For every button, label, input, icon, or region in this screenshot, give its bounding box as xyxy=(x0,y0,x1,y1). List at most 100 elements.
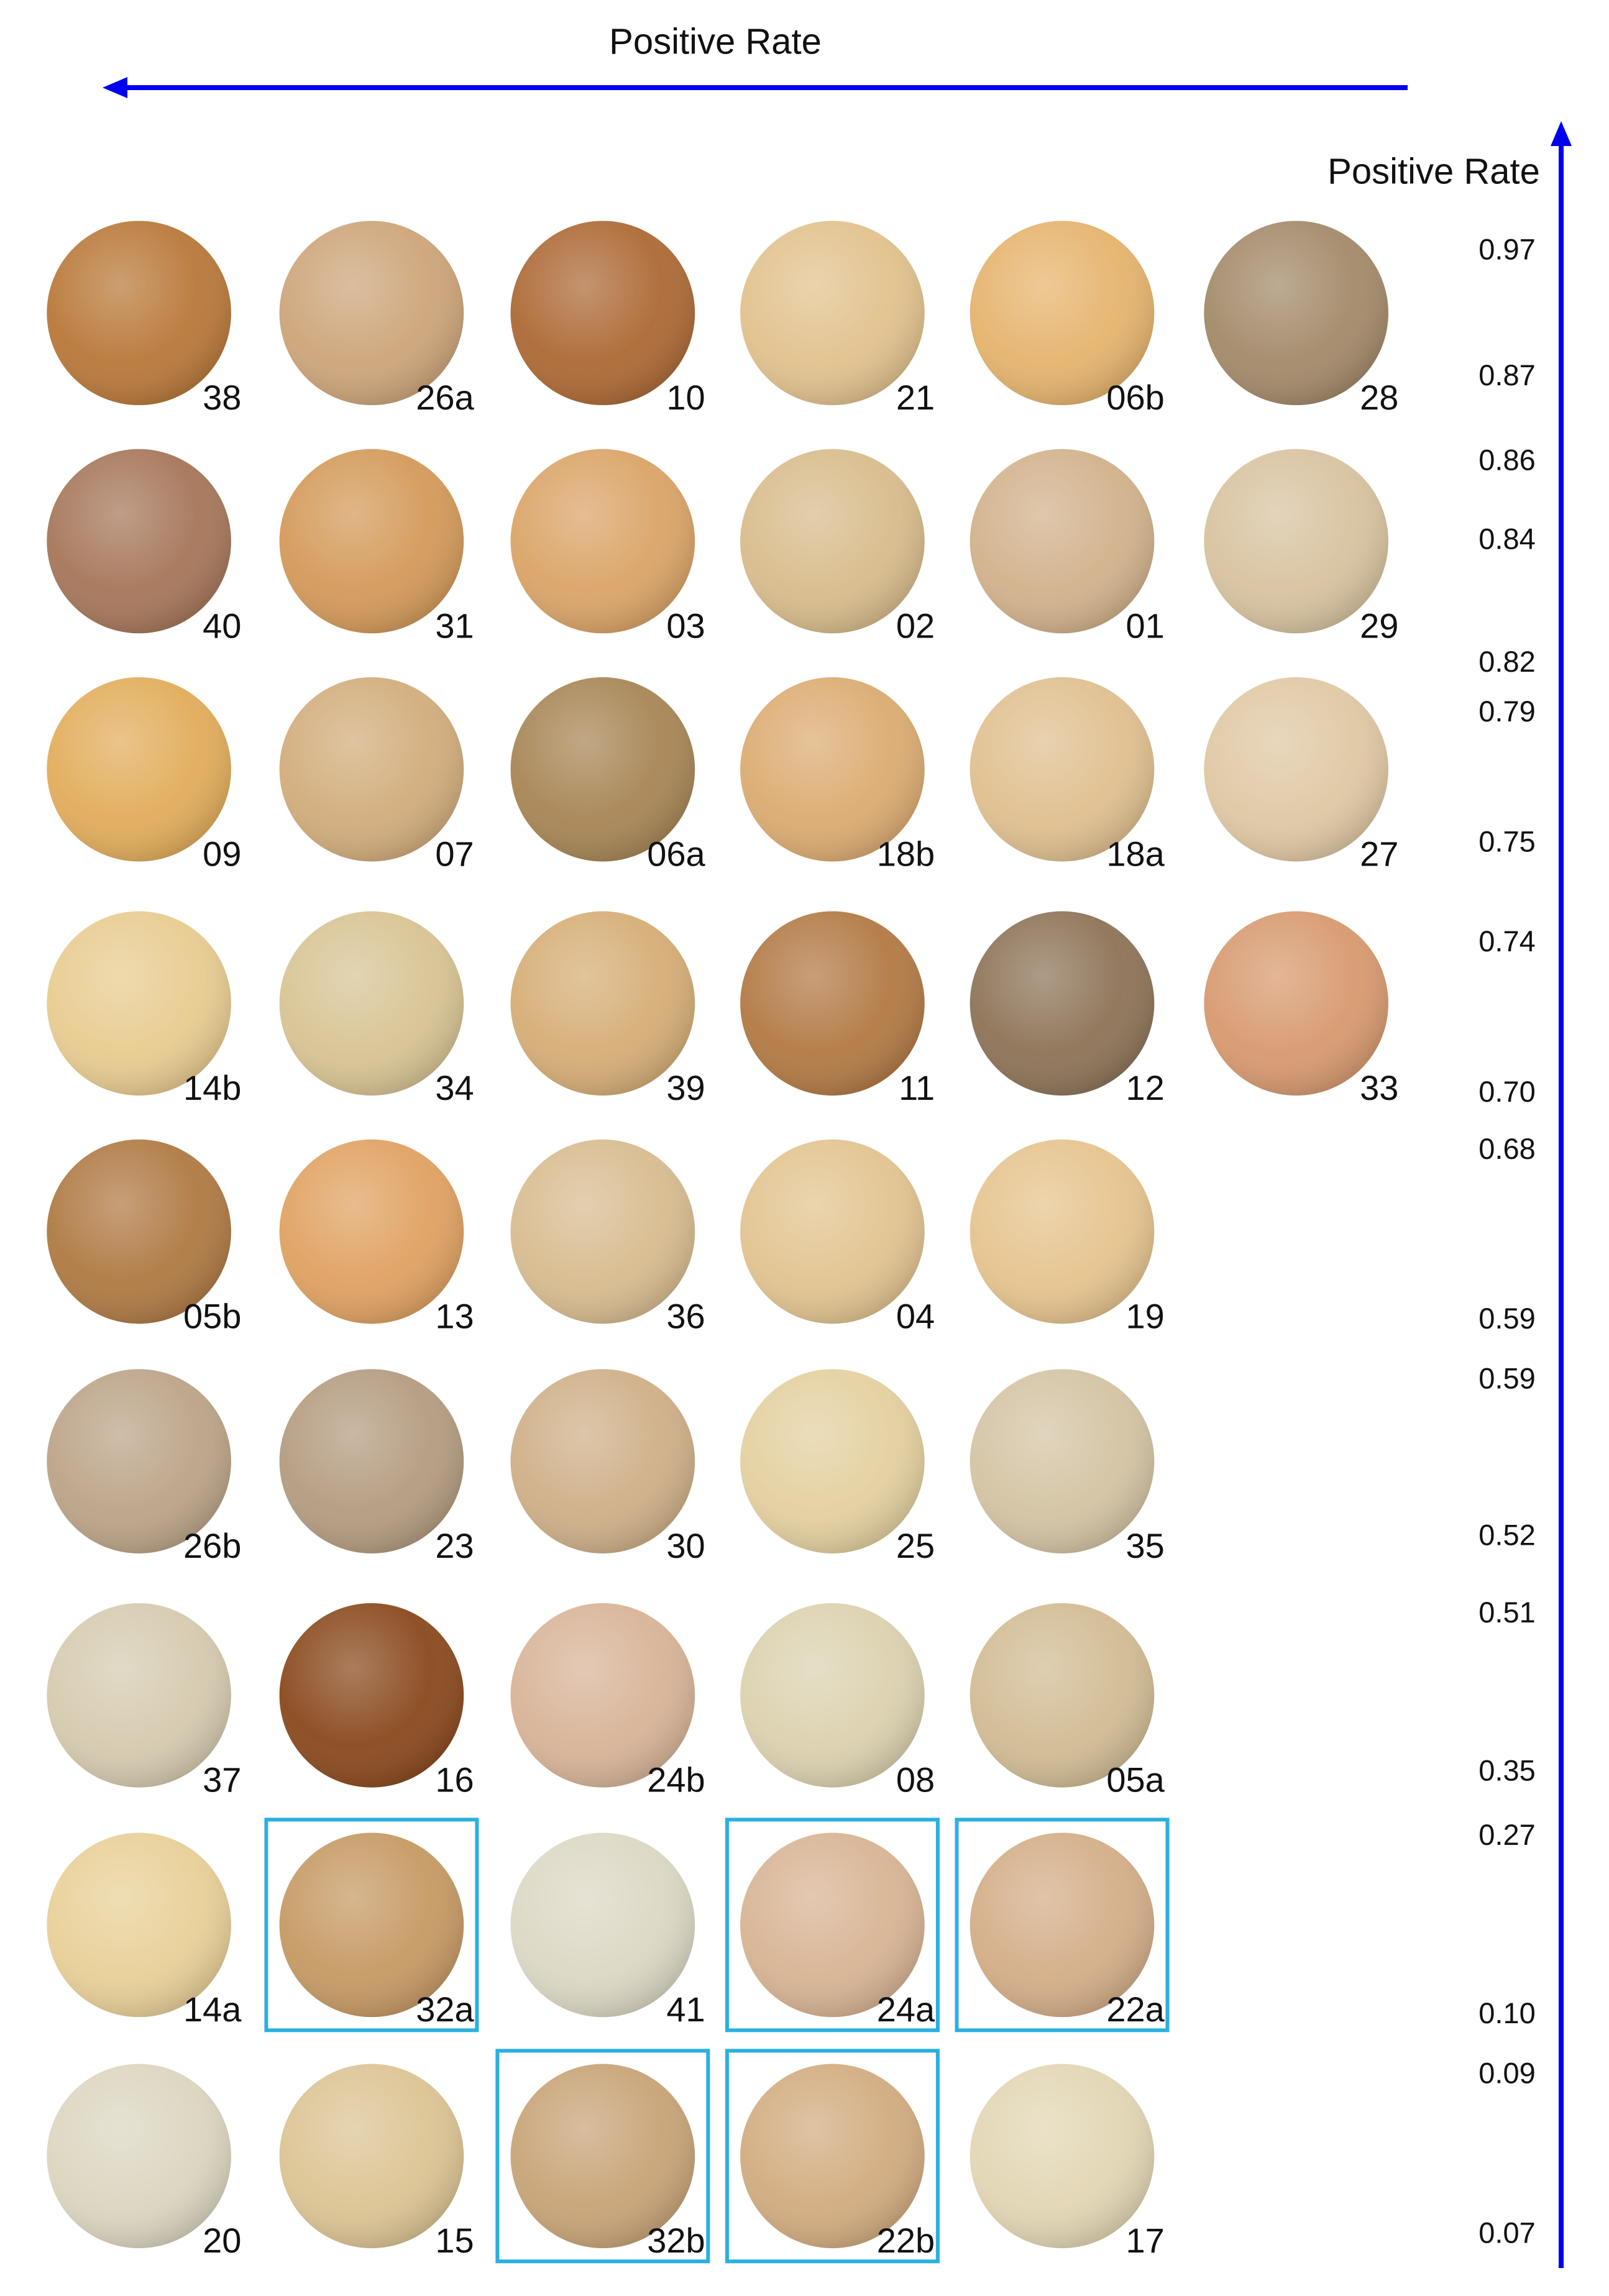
rate-label: 0.10 xyxy=(1478,1996,1535,2029)
sample-label: 02 xyxy=(896,606,935,645)
sample-shade xyxy=(1204,449,1388,634)
sample-label: 11 xyxy=(899,1068,935,1107)
title: Positive Rate xyxy=(609,21,822,62)
sample-shade xyxy=(740,1832,925,2018)
sample-label: 30 xyxy=(666,1526,705,1565)
sample-label: 22a xyxy=(1106,1990,1165,2029)
sample-label: 24b xyxy=(647,1760,705,1800)
sample-shade xyxy=(1204,911,1388,1096)
sample-label: 14b xyxy=(183,1068,241,1107)
sample-label: 19 xyxy=(1125,1296,1164,1335)
sample-shade xyxy=(279,1603,464,1788)
rate-label: 0.52 xyxy=(1478,1518,1535,1551)
rate-label: 0.68 xyxy=(1478,1132,1535,1165)
sample-label: 27 xyxy=(1360,835,1398,874)
sample-shade xyxy=(510,1603,695,1788)
highlight-box xyxy=(725,2049,940,2264)
sample-label: 31 xyxy=(435,606,474,645)
sample-shade xyxy=(279,221,464,406)
sample-label: 12 xyxy=(1125,1068,1164,1107)
sample-shade xyxy=(47,221,231,406)
sample-shade xyxy=(279,677,464,862)
sample-label: 26b xyxy=(183,1526,241,1565)
rate-label: 0.27 xyxy=(1478,1818,1535,1851)
sample-shade xyxy=(47,1369,231,1553)
sample-label: 16 xyxy=(435,1760,474,1800)
sample-label: 25 xyxy=(896,1526,935,1565)
rate-label: 0.97 xyxy=(1478,232,1535,265)
sample-label: 06b xyxy=(1106,378,1164,417)
sample-label: 13 xyxy=(435,1296,474,1335)
sample-shade xyxy=(510,2064,695,2249)
sample-label: 29 xyxy=(1360,606,1398,645)
sample-shade xyxy=(279,911,464,1096)
sample-label: 39 xyxy=(666,1068,705,1107)
rate-label: 0.82 xyxy=(1478,645,1535,678)
sample-label: 14a xyxy=(183,1990,242,2029)
rate-label: 0.86 xyxy=(1478,443,1535,476)
sample-shade xyxy=(1204,677,1388,862)
sample-shade xyxy=(740,1369,925,1553)
sample-shade xyxy=(970,1832,1155,2018)
sample-label: 06a xyxy=(647,835,705,874)
sample-label: 17 xyxy=(1125,2221,1164,2260)
rate-label: 0.59 xyxy=(1478,1362,1535,1395)
sample-label: 23 xyxy=(435,1526,474,1565)
sample-shade xyxy=(740,1139,925,1324)
sample-label: 22b xyxy=(877,2221,935,2260)
sample-label: 40 xyxy=(203,606,241,645)
rate-label: 0.09 xyxy=(1478,2057,1535,2090)
rate-label: 0.35 xyxy=(1478,1754,1535,1786)
sample-label: 03 xyxy=(666,606,705,645)
sample-label: 26a xyxy=(416,378,474,417)
rate-label: 0.84 xyxy=(1478,522,1535,555)
highlight-box xyxy=(264,1818,479,2033)
sample-label: 21 xyxy=(896,378,935,417)
highlight-box xyxy=(725,1818,940,2033)
sample-label: 07 xyxy=(435,835,474,874)
sample-shade xyxy=(510,1369,695,1553)
rate-label: 0.59 xyxy=(1478,1302,1535,1335)
sample-shade xyxy=(510,449,695,634)
sample-label: 36 xyxy=(666,1296,705,1335)
rate-label: 0.07 xyxy=(1478,2216,1535,2249)
sample-label: 41 xyxy=(666,1990,705,2029)
sample-label: 01 xyxy=(1125,606,1164,645)
sample-label: 05a xyxy=(1106,1760,1165,1800)
sample-shade xyxy=(970,1603,1155,1788)
side-arrowhead xyxy=(1551,121,1572,146)
axis-label: Positive Rate xyxy=(1327,151,1540,191)
sample-label: 10 xyxy=(666,378,705,417)
sample-label: 04 xyxy=(896,1296,935,1335)
sample-label: 34 xyxy=(435,1068,474,1107)
rate-label: 0.75 xyxy=(1478,825,1535,858)
sample-label: 35 xyxy=(1125,1526,1164,1565)
sample-shade xyxy=(970,2064,1155,2249)
sample-label: 20 xyxy=(203,2221,241,2260)
sample-label: 08 xyxy=(896,1760,935,1800)
sample-shade xyxy=(279,1832,464,2018)
rate-label: 0.74 xyxy=(1478,925,1535,958)
sample-label: 18a xyxy=(1106,835,1165,874)
sample-label: 09 xyxy=(203,835,241,874)
sample-shade xyxy=(740,2064,925,2249)
sample-shade xyxy=(47,2064,231,2249)
rate-label: 0.51 xyxy=(1478,1596,1535,1629)
highlight-box xyxy=(495,2049,710,2264)
sample-shade xyxy=(510,221,695,406)
rate-label: 0.87 xyxy=(1478,359,1535,391)
sample-shade xyxy=(970,1369,1155,1553)
sample-shade xyxy=(970,1139,1155,1324)
sample-shade xyxy=(740,911,925,1096)
sample-shade xyxy=(47,1139,231,1324)
sample-label: 24a xyxy=(877,1990,935,2029)
highlight-box xyxy=(955,1818,1170,2033)
sample-shade xyxy=(970,911,1155,1096)
sample-label: 37 xyxy=(203,1760,241,1800)
sample-shade xyxy=(47,1603,231,1788)
sample-shade xyxy=(279,2064,464,2249)
top-arrowhead xyxy=(103,77,127,98)
sample-shade xyxy=(970,677,1155,862)
sample-label: 32a xyxy=(416,1990,474,2029)
